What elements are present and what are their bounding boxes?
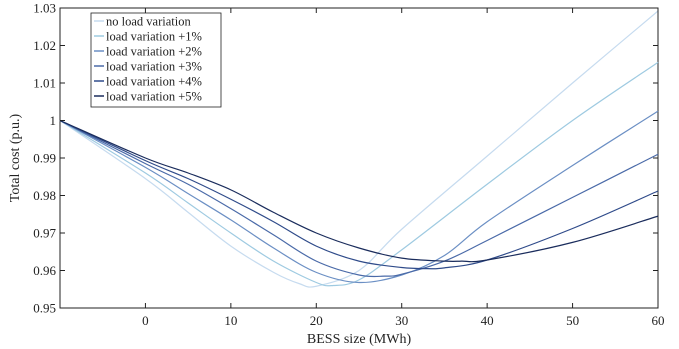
series-layer: [59, 10, 659, 288]
ticks-layer: 0 10 20 30 40 50 60 0.95 0.96 0.97 0.98 0.99 1 1.01 1.…: [33, 1, 664, 329]
y-tick-label: 1.01: [33, 76, 56, 91]
x-tick-label: 0: [142, 313, 149, 328]
series-line-2: [59, 110, 659, 284]
y-tick-label: 0.97: [33, 226, 56, 241]
y-tick-label: 1.03: [33, 1, 56, 16]
legend-label: load variation +2%: [106, 45, 202, 59]
legend-box: [90, 12, 222, 108]
series-line-3: [59, 119, 659, 278]
x-tick-label: 10: [224, 313, 237, 328]
y-tick-label: 0.98: [33, 188, 56, 203]
x-tick-label: 20: [310, 313, 323, 328]
y-tick-label: 0.99: [33, 151, 56, 166]
y-axis-title: Total cost (p.u.): [8, 113, 23, 202]
x-tick-label: 40: [481, 313, 494, 328]
y-tick-label: 0.95: [33, 301, 56, 316]
y-tick-label: 0.96: [33, 263, 56, 278]
legend-label: no load variation: [106, 15, 191, 29]
y-tick-label: 1: [50, 113, 57, 128]
series-line-4: [59, 119, 659, 270]
x-tick-label: 60: [652, 313, 665, 328]
legend-label: load variation +5%: [106, 90, 202, 104]
series-line-1: [59, 61, 659, 287]
x-tick-label: 30: [395, 313, 408, 328]
legend-label: load variation +4%: [106, 75, 202, 89]
legend-label: load variation +3%: [106, 60, 202, 74]
y-tick-label: 1.02: [33, 38, 56, 53]
series-line-0: [59, 10, 659, 288]
series-line-5: [59, 119, 659, 263]
x-axis-title: BESS size (MWh): [307, 332, 412, 347]
legend-label: load variation +1%: [106, 30, 202, 44]
x-tick-label: 50: [566, 313, 579, 328]
